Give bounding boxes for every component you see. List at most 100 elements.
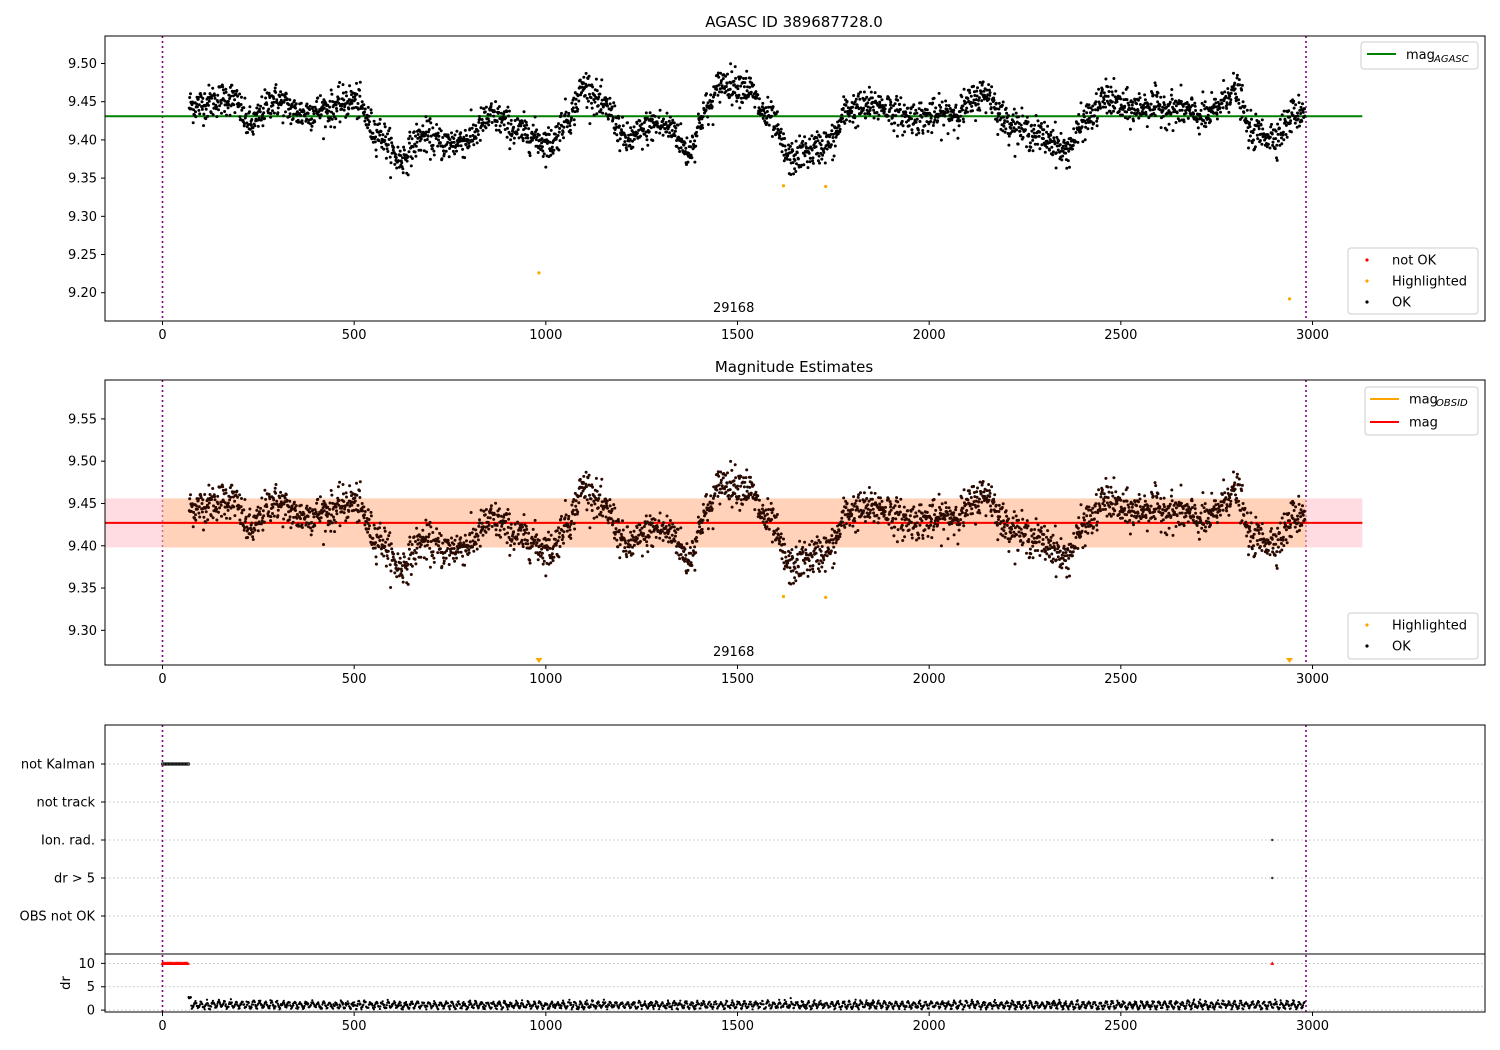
ok-point	[831, 541, 835, 545]
ok-point	[560, 528, 564, 532]
ok-point	[721, 77, 725, 81]
ok-point	[327, 522, 331, 526]
ok-point	[437, 138, 440, 142]
ok-point	[517, 136, 521, 140]
ok-point	[706, 101, 710, 105]
ok-point	[408, 540, 412, 544]
ok-point	[706, 123, 710, 126]
ok-point	[831, 136, 835, 139]
ok-point	[1237, 78, 1241, 82]
ok-point	[309, 526, 312, 530]
ok-point	[893, 525, 897, 529]
ok-point	[761, 520, 765, 524]
ok-point	[931, 503, 935, 507]
ok-point	[801, 139, 805, 143]
ok-point	[356, 503, 360, 507]
ok-point	[662, 117, 665, 121]
ok-point	[1038, 130, 1042, 134]
ok-point	[467, 551, 471, 555]
ok-point	[531, 123, 535, 127]
ok-point	[471, 123, 475, 127]
ok-point	[784, 555, 788, 559]
ok-point	[311, 105, 315, 109]
ok-point	[774, 515, 778, 519]
ok-point	[604, 515, 608, 519]
ok-point	[788, 566, 792, 570]
ok-point	[425, 543, 429, 547]
ok-point	[537, 133, 541, 137]
ok-point	[560, 538, 564, 542]
ok-point	[590, 503, 593, 507]
ok-point	[260, 496, 264, 500]
ok-point	[1295, 125, 1299, 129]
ok-point	[477, 524, 481, 528]
ok-point	[1221, 106, 1225, 110]
ok-point	[1153, 107, 1157, 111]
ok-point	[829, 538, 833, 542]
ok-point	[458, 135, 462, 139]
ok-point	[946, 110, 950, 114]
ok-point	[567, 114, 570, 118]
ok-point	[880, 98, 884, 102]
panel1-xtick-label: 2500	[1104, 328, 1137, 343]
ok-point	[407, 557, 411, 561]
ok-point	[364, 527, 368, 531]
ok-point	[600, 477, 604, 481]
ok-point	[889, 505, 892, 509]
ok-point	[454, 550, 458, 554]
ok-point	[419, 555, 423, 559]
ok-point	[486, 521, 490, 524]
ok-point	[300, 119, 304, 123]
ok-point	[618, 543, 622, 547]
ok-point	[952, 533, 956, 537]
ok-point	[974, 103, 978, 107]
ok-point	[668, 536, 672, 540]
ok-point	[1199, 108, 1203, 112]
ok-point	[840, 113, 844, 117]
ok-point	[915, 521, 919, 525]
ok-point	[318, 94, 322, 98]
ok-point	[573, 123, 577, 127]
ok-point	[258, 107, 261, 111]
ok-point	[1115, 100, 1119, 104]
ok-point	[401, 167, 405, 171]
ok-point	[499, 111, 503, 115]
ok-point	[1297, 101, 1301, 105]
ok-point	[571, 512, 575, 516]
ok-point	[238, 115, 242, 119]
ok-point	[396, 145, 400, 149]
ok-point	[810, 539, 814, 543]
ok-point	[604, 497, 608, 501]
ok-point	[841, 509, 845, 513]
ok-point	[815, 541, 819, 545]
ok-point	[965, 106, 969, 110]
ok-point	[824, 131, 828, 135]
ok-point	[499, 535, 503, 539]
ok-point	[968, 91, 972, 95]
ok-point	[618, 149, 622, 153]
ok-point	[412, 535, 416, 539]
panel1-xtick-label: 2000	[913, 328, 946, 343]
ok-point	[1048, 138, 1052, 142]
ok-point	[437, 134, 441, 138]
ok-point	[521, 525, 524, 529]
ok-point	[649, 126, 653, 130]
ok-point	[305, 102, 309, 106]
ok-point	[261, 528, 265, 532]
ok-point	[587, 473, 591, 477]
ok-point	[1009, 126, 1013, 130]
ok-point	[1039, 125, 1043, 129]
ok-point	[783, 551, 787, 554]
ok-point	[574, 499, 578, 503]
ok-point	[765, 512, 769, 516]
ok-point	[448, 543, 452, 547]
ok-point	[866, 105, 870, 109]
ok-point	[1019, 133, 1023, 137]
ok-point	[896, 528, 900, 532]
ok-point	[724, 89, 728, 93]
ok-point	[310, 529, 314, 533]
ok-point	[629, 530, 633, 534]
ok-point	[769, 100, 773, 104]
ok-point	[363, 110, 366, 114]
ok-point	[189, 107, 193, 111]
